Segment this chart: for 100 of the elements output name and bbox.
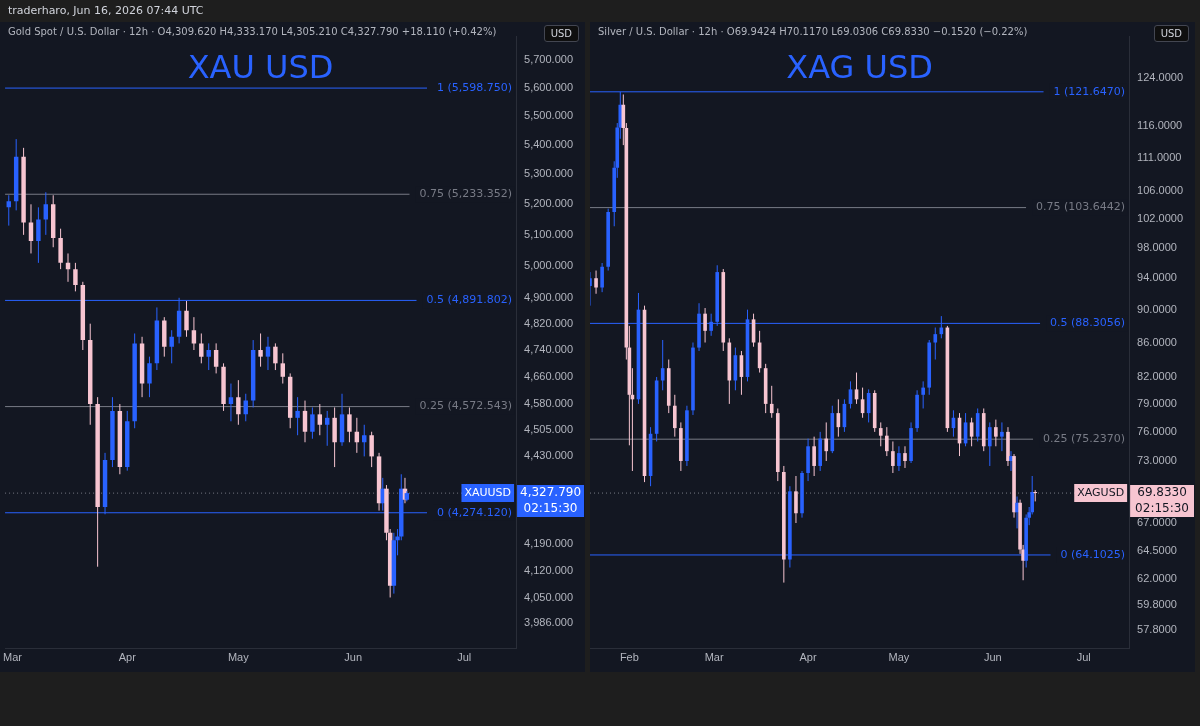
ref-line-label: 0 (4,274.120)	[437, 505, 513, 519]
x-tick-label: Jun	[983, 651, 1002, 664]
y-tick-label: 4,900.000	[524, 290, 573, 303]
y-tick-label: 62.0000	[1137, 572, 1177, 585]
candlestick	[921, 380, 925, 409]
text: 4,327.790	[519, 485, 582, 500]
y-tick-label: 5,100.000	[524, 227, 573, 240]
ref-line-label: 0.5 (4,891.802)	[426, 293, 513, 307]
y-tick-label: 90.0000	[1137, 302, 1177, 315]
y-tick-label: 79.0000	[1137, 396, 1177, 409]
candlestick	[43, 191, 49, 236]
y-tick-label: 64.5000	[1137, 543, 1177, 556]
candlestick	[885, 426, 889, 457]
candlestick	[295, 396, 300, 436]
candlestick	[897, 445, 901, 472]
candlestick	[369, 431, 374, 468]
y-tick-label: 4,190.000	[524, 537, 573, 550]
ref-line-label: 0 (64.1025)	[1060, 547, 1126, 561]
candlestick	[1033, 489, 1038, 502]
x-tick-label: Feb	[619, 651, 639, 664]
x-tick-label: May	[227, 651, 250, 664]
candlestick	[258, 333, 263, 368]
x-tick-label: Jul	[1076, 651, 1091, 664]
text: USD	[1153, 25, 1189, 42]
x-tick-label: Apr	[118, 651, 137, 664]
x-tick-label: Mar	[3, 651, 23, 664]
candlestick	[891, 440, 895, 474]
candlestick	[794, 475, 798, 524]
text: 69.8330	[1137, 485, 1187, 500]
x-tick-label: May	[888, 651, 910, 664]
text: traderharo, Jun 16, 2026 07:44 UTC	[8, 4, 204, 17]
candlestick	[824, 421, 829, 462]
ref-line-label: 0.75 (5,233.352)	[419, 187, 513, 201]
candlestick	[310, 406, 315, 440]
y-tick-label: 4,580.000	[524, 397, 573, 410]
ref-line-label: 0.25 (75.2370)	[1043, 432, 1126, 446]
ref-line-label: XAUUSD	[464, 485, 512, 499]
y-tick-label: 116.0000	[1137, 119, 1183, 132]
candlestick	[933, 327, 938, 361]
chart-title: XAG USD	[786, 48, 933, 86]
y-tick-label: 5,600.000	[524, 80, 573, 93]
y-tick-label: 67.0000	[1137, 516, 1177, 529]
ref-line-label: 1 (121.6470)	[1053, 84, 1126, 98]
y-tick-label: 57.8000	[1137, 622, 1177, 635]
y-tick-label: 5,000.000	[524, 259, 573, 272]
y-tick-label: 111.0000	[1137, 151, 1182, 164]
y-tick-label: 5,700.000	[524, 52, 573, 65]
candlestick	[169, 329, 174, 364]
candlestick	[228, 383, 234, 422]
y-tick-label: 124.0000	[1137, 70, 1184, 83]
candlestick	[236, 379, 241, 426]
y-tick-label: 102.0000	[1137, 212, 1184, 225]
y-tick-label: 4,430.000	[524, 449, 573, 462]
candlestick	[594, 270, 598, 295]
text: 02:15:30	[523, 501, 578, 516]
candlestick	[703, 307, 707, 344]
x-tick-label: Jun	[344, 651, 363, 664]
x-tick-label: Apr	[799, 651, 817, 664]
ref-line-label: 0.25 (4,572.543)	[419, 399, 513, 413]
y-tick-label: 5,300.000	[524, 167, 573, 180]
y-tick-label: 59.8000	[1137, 598, 1177, 611]
chart-title: XAU USD	[187, 48, 334, 86]
candlestick	[302, 400, 308, 443]
y-tick-label: 5,400.000	[524, 137, 573, 150]
candlestick	[206, 342, 211, 371]
x-tick-label: Jul	[457, 651, 472, 664]
chart-subtitle: Gold Spot / U.S. Dollar · 12h · O4,309.620 H4,333.170 L4,305.210 C4,327.790 +18.110 (+0.42%)	[8, 26, 497, 37]
ref-line-label: XAGUSD	[1077, 485, 1125, 499]
candlestick	[994, 419, 998, 447]
candlestick	[199, 333, 204, 364]
y-tick-label: 3,986.000	[524, 615, 573, 628]
y-tick-label: 4,660.000	[524, 369, 573, 382]
candlestick	[147, 356, 152, 398]
candlestick	[1000, 421, 1004, 452]
chart-subtitle: Silver / U.S. Dollar · 12h · O69.9424 H70.1170 L69.0306 C69.8330 −0.1520 (−0.22%)	[598, 26, 1028, 37]
y-tick-label: 82.0000	[1137, 369, 1177, 382]
candlestick	[265, 336, 271, 371]
candlestick	[213, 342, 219, 374]
candlestick	[184, 300, 189, 338]
candlestick	[317, 403, 323, 436]
x-tick-label: Mar	[704, 651, 724, 664]
y-tick-label: 4,820.000	[524, 316, 573, 329]
y-tick-label: 94.0000	[1137, 271, 1177, 284]
candlestick	[280, 352, 285, 385]
y-tick-label: 73.0000	[1137, 454, 1177, 467]
candlestick	[347, 406, 352, 443]
y-tick-label: 5,200.000	[524, 197, 573, 210]
y-tick-label: 4,505.000	[524, 423, 573, 436]
candlestick	[812, 436, 816, 477]
text: 02:15:30	[1135, 501, 1190, 516]
candlestick	[600, 262, 604, 293]
y-tick-label: 4,050.000	[524, 590, 573, 603]
y-tick-label: 106.0000	[1137, 184, 1184, 197]
candlestick	[672, 394, 677, 438]
candlestick	[660, 339, 665, 391]
candlestick	[36, 206, 41, 264]
candlestick	[903, 445, 907, 469]
candlestick	[273, 342, 278, 371]
text: USD	[543, 25, 579, 42]
candlestick	[362, 424, 367, 457]
